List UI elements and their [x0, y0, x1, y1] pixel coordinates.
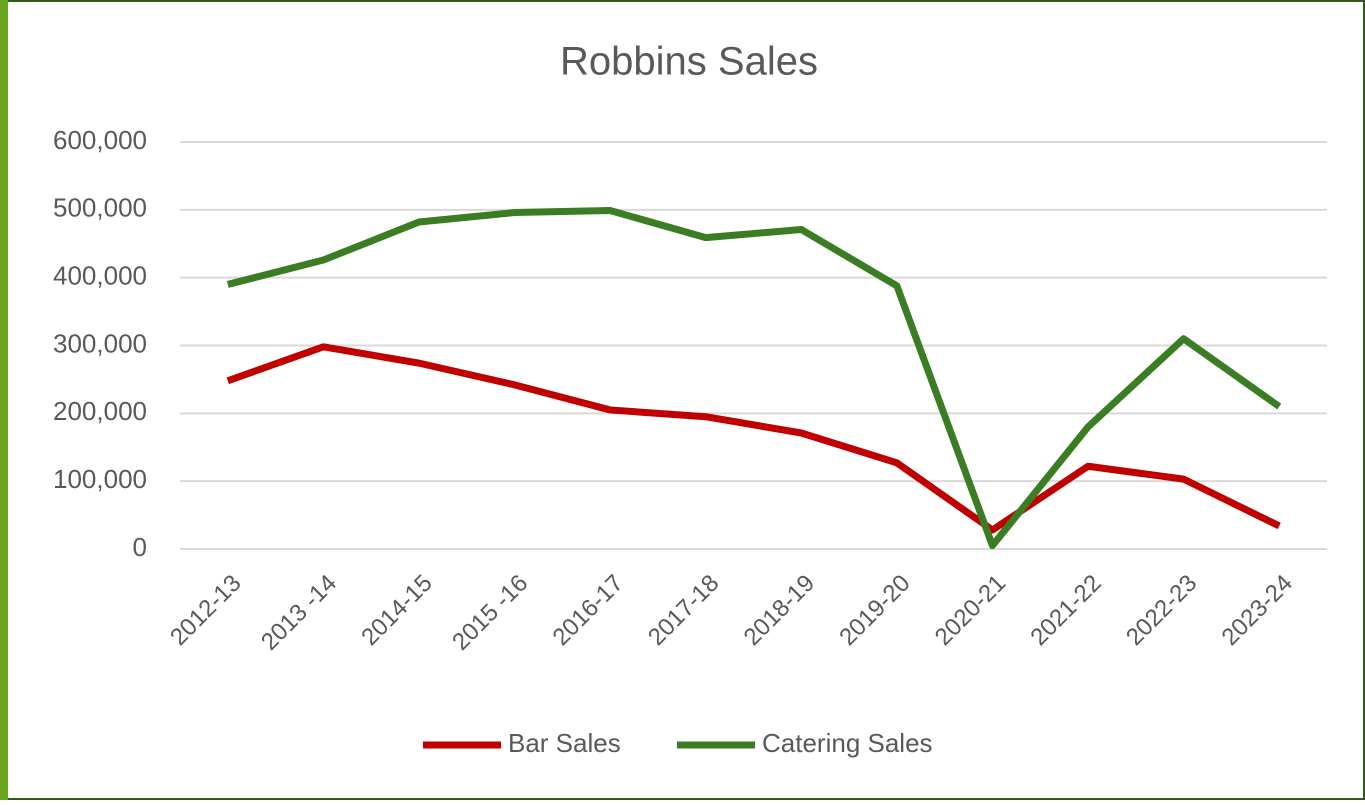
data-line [226, 343, 1281, 534]
y-tick-label: 300,000 [53, 328, 147, 358]
legend-label: Catering Sales [762, 728, 933, 758]
y-tick-label: 0 [133, 532, 147, 562]
y-tick-label: 600,000 [53, 125, 147, 155]
frame-edge [0, 0, 8, 800]
y-tick-label: 500,000 [53, 193, 147, 223]
y-tick-label: 400,000 [53, 261, 147, 291]
legend-label: Bar Sales [508, 728, 621, 758]
data-line [226, 207, 1282, 550]
y-tick-label: 100,000 [53, 464, 147, 494]
y-tick-label: 200,000 [53, 396, 147, 426]
chart-title: Robbins Sales [560, 40, 818, 84]
